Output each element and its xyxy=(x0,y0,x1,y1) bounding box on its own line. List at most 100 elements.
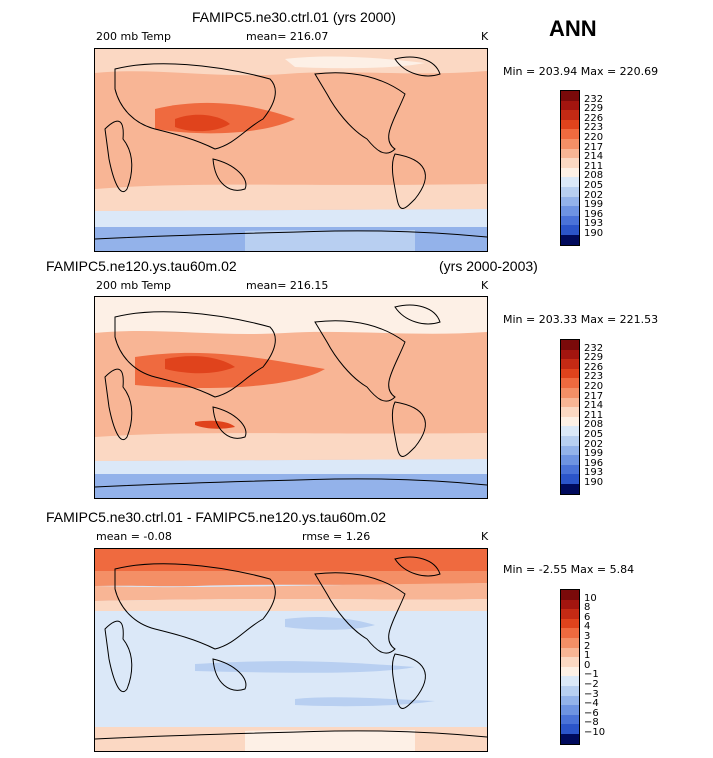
colorbar-cell xyxy=(561,435,579,446)
band-south-mid xyxy=(95,433,487,461)
panel-3-map-svg xyxy=(95,549,487,751)
colorbar-tick-label: 229 xyxy=(584,103,604,115)
panel-3-mean-label: mean = -0.08 xyxy=(96,530,172,543)
panel-2-mean-label: mean= 216.15 xyxy=(246,279,329,292)
colorbar-cell xyxy=(561,340,579,350)
panel-3-map xyxy=(94,548,488,752)
coast-greenland xyxy=(394,56,441,77)
colorbar-cell xyxy=(561,148,579,159)
coast-greenland xyxy=(394,304,441,325)
colorbar-cell xyxy=(561,733,579,744)
colorbar-cell xyxy=(561,119,579,130)
colorbar-cell xyxy=(561,129,579,139)
band-north-mid xyxy=(95,583,487,601)
band-asia-core xyxy=(175,114,230,132)
coast-south-america xyxy=(391,153,426,209)
colorbar-tick-label: 10 xyxy=(584,592,597,604)
coastlines xyxy=(95,56,487,240)
colorbar-tick-label: 190 xyxy=(584,477,604,488)
colorbar-tick-label: 208 xyxy=(584,419,604,431)
coast-africa xyxy=(104,620,133,692)
colorbar-cell xyxy=(561,110,579,120)
colorbar-tick-label: 8 xyxy=(584,602,591,614)
colorbar-cell xyxy=(561,158,579,168)
band-north-sub xyxy=(95,599,487,611)
colorbar-tick-label: 217 xyxy=(584,141,604,153)
coast-antarctica xyxy=(95,230,487,240)
band-south-subpolar xyxy=(95,209,487,227)
colorbar-tick-label: −8 xyxy=(584,717,599,729)
colorbar-tick-label: 199 xyxy=(584,199,604,211)
colorbar-cell xyxy=(561,618,579,629)
colorbar-cell xyxy=(561,196,579,207)
band-antarctic-light xyxy=(245,230,415,251)
colorbar-cell xyxy=(561,167,579,178)
colorbar-cell xyxy=(561,455,579,465)
coast-eurasia xyxy=(114,563,276,650)
coast-australia xyxy=(212,658,247,691)
colorbar-cell xyxy=(561,138,579,149)
colorbar-cell xyxy=(561,91,579,101)
season-label: ANN xyxy=(549,16,597,41)
band-asia-core xyxy=(165,356,235,374)
colorbar-tick-label: 211 xyxy=(584,409,604,421)
band-pacific-cool xyxy=(285,616,375,630)
colorbar-tick-label: 232 xyxy=(584,342,604,354)
colorbar-tick-label: 205 xyxy=(584,429,604,440)
band-arctic-strong xyxy=(95,549,487,571)
colorbar-tick-label: −10 xyxy=(584,727,606,738)
colorbar-cell xyxy=(561,186,579,197)
panel-1-minmax: Min = 203.94 Max = 220.69 xyxy=(503,65,659,78)
band-indian-ocean xyxy=(195,420,235,429)
panel-1-map xyxy=(94,48,488,252)
panel-3-units-label: K xyxy=(481,530,489,543)
colorbar-cell xyxy=(561,695,579,706)
colorbar-cell xyxy=(561,590,579,600)
colorbar-tick-label: 199 xyxy=(584,448,604,460)
panel-2-title: FAMIPC5.ne120.ys.tau60m.02 xyxy=(46,258,237,274)
colorbar-tick-label: −4 xyxy=(584,698,599,710)
coast-australia xyxy=(212,406,247,439)
colorbar-cell xyxy=(561,724,579,734)
colorbar-tick-label: 0 xyxy=(584,659,591,671)
colorbar-tick-label: 6 xyxy=(584,611,591,623)
band-arctic xyxy=(95,297,487,334)
panel-1-mean-label: mean= 216.07 xyxy=(246,30,329,43)
colorbar-cell xyxy=(561,685,579,696)
band-south-subpolar xyxy=(95,459,487,474)
colorbar-tick-label: 214 xyxy=(584,151,604,163)
colorbar-tick-label: 196 xyxy=(584,208,604,220)
colorbar-tick-label: 214 xyxy=(584,400,604,412)
colorbar-tick-label: 226 xyxy=(584,112,604,124)
coastlines xyxy=(95,556,487,740)
panel-2-left-label: 200 mb Temp xyxy=(96,279,172,292)
colorbar-cell xyxy=(561,397,579,408)
panel-3-minmax: Min = -2.55 Max = 5.84 xyxy=(503,563,635,576)
colorbar-cell xyxy=(561,609,579,619)
colorbar-tick-label: 217 xyxy=(584,390,604,402)
coast-australia xyxy=(212,158,247,191)
band-antarctic-light xyxy=(245,730,415,751)
panel-2-title-right: (yrs 2000-2003) xyxy=(439,258,538,274)
colorbar-cell xyxy=(561,599,579,610)
colorbar-tick-label: −6 xyxy=(584,707,599,719)
colorbar-cell xyxy=(561,464,579,475)
colorbar-cell xyxy=(561,215,579,226)
colorbar-cell xyxy=(561,177,579,187)
panel-1-title: FAMIPC5.ne30.ctrl.01 (yrs 2000) xyxy=(192,9,396,25)
colorbar-cell xyxy=(561,359,579,369)
colorbar-tick-label: 211 xyxy=(584,160,604,172)
colorbar-cell xyxy=(561,426,579,436)
panel-3-title: FAMIPC5.ne30.ctrl.01 - FAMIPC5.ne120.ys.… xyxy=(46,509,387,525)
colorbar-cell xyxy=(561,416,579,427)
colorbar-cell xyxy=(561,387,579,398)
coastlines xyxy=(95,304,487,488)
band-antarctic xyxy=(95,474,487,498)
colorbar-cell xyxy=(561,206,579,216)
colorbar-cell xyxy=(561,676,579,686)
coast-south-america xyxy=(391,401,426,457)
colorbar-cell xyxy=(561,225,579,235)
colorbar-tick-label: 190 xyxy=(584,228,604,239)
colorbar-tick-label: 220 xyxy=(584,132,604,143)
coast-south-america xyxy=(391,653,426,709)
